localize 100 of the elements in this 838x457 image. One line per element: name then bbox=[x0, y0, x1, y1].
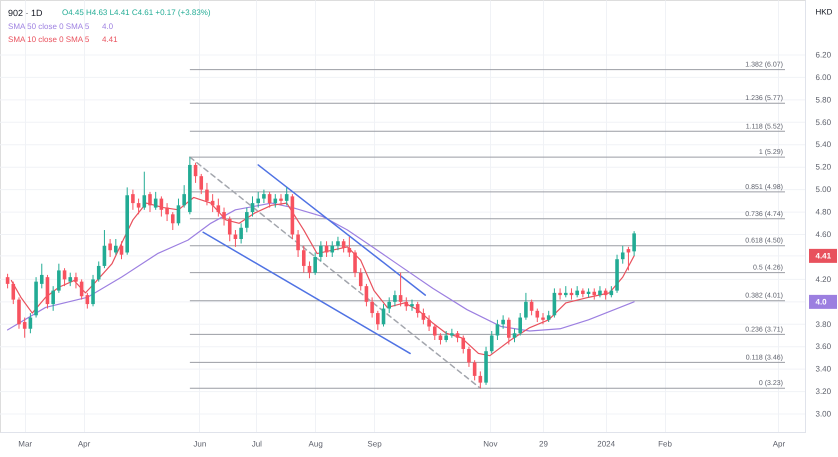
annotation: 4.41 bbox=[102, 35, 118, 44]
candlestick bbox=[182, 184, 186, 208]
y-tick-label: 4.60 bbox=[816, 230, 832, 240]
candlestick bbox=[336, 236, 340, 251]
candlestick bbox=[96, 260, 101, 282]
y-tick-label: 4.20 bbox=[816, 274, 832, 284]
candlestick bbox=[313, 252, 317, 276]
y-tick-label: 3.40 bbox=[816, 364, 832, 374]
candlestick bbox=[205, 182, 209, 206]
candlestick bbox=[228, 216, 232, 242]
x-tick-label: Jul bbox=[252, 440, 262, 448]
candlestick bbox=[501, 314, 505, 330]
candlestick bbox=[632, 230, 636, 256]
candlestick bbox=[524, 292, 528, 320]
candlestick bbox=[120, 240, 124, 260]
candlestick bbox=[496, 319, 500, 340]
candlestick bbox=[404, 296, 408, 312]
candlestick bbox=[324, 240, 328, 258]
candlestick bbox=[478, 370, 482, 389]
candlestick bbox=[62, 268, 66, 287]
candlestick bbox=[210, 194, 214, 213]
annotation: 4.0 bbox=[102, 22, 114, 31]
y-tick-label: 5.60 bbox=[816, 118, 832, 127]
candlestick bbox=[387, 296, 392, 314]
candlestick bbox=[22, 317, 26, 338]
candlestick bbox=[575, 286, 579, 298]
candlestick bbox=[348, 236, 352, 258]
x-tick-label: 2024 bbox=[597, 440, 616, 448]
candlestick bbox=[245, 207, 249, 233]
y-tick-label: 4.80 bbox=[816, 208, 832, 217]
candlestick bbox=[546, 310, 550, 323]
text: 902 · 1D bbox=[8, 8, 44, 18]
y-axis-title: HKD bbox=[816, 8, 833, 16]
candlestick bbox=[74, 272, 78, 289]
candlestick bbox=[239, 222, 243, 244]
candlestick bbox=[364, 283, 368, 307]
x-tick-label: Nov bbox=[483, 440, 498, 448]
text: O4.45 H4.63 L4.41 C4.61 +0.17 (+3.83%) bbox=[62, 8, 211, 17]
candlestick bbox=[216, 198, 220, 218]
candlestick bbox=[604, 288, 608, 300]
y-tick-label: 5.40 bbox=[816, 140, 832, 150]
candlestick bbox=[250, 196, 254, 218]
candlestick bbox=[279, 194, 283, 206]
candlestick bbox=[319, 240, 323, 262]
candlestick bbox=[444, 330, 448, 343]
candlestick bbox=[234, 230, 238, 248]
candlestick bbox=[342, 238, 346, 253]
candlestick bbox=[68, 272, 72, 287]
candlestick bbox=[427, 314, 431, 332]
x-tick-label: Mar bbox=[18, 440, 32, 448]
y-tick-label: 3.80 bbox=[816, 320, 832, 329]
x-tick-label: Apr bbox=[772, 440, 786, 448]
candlestick bbox=[148, 191, 152, 213]
candlestick bbox=[330, 240, 334, 258]
candlestick bbox=[199, 173, 204, 195]
text: SMA 10 close 0 SMA 5 bbox=[8, 35, 90, 44]
candlestick bbox=[610, 286, 614, 298]
candlestick bbox=[530, 299, 534, 316]
candlestick bbox=[422, 308, 426, 325]
candlestick bbox=[552, 288, 556, 318]
candlestick bbox=[114, 238, 118, 256]
candlestick bbox=[620, 245, 625, 264]
x-tick-label: Aug bbox=[308, 440, 323, 448]
candlestick bbox=[102, 230, 106, 269]
candlestick bbox=[592, 288, 596, 300]
candlestick bbox=[472, 360, 476, 381]
x-tick-label: 29 bbox=[539, 440, 548, 448]
x-tick-label: Jun bbox=[193, 440, 206, 448]
candlestick bbox=[40, 263, 44, 289]
candlestick bbox=[194, 162, 198, 184]
candlestick bbox=[256, 191, 260, 208]
candlestick bbox=[570, 288, 574, 300]
candlestick bbox=[410, 299, 414, 312]
text: SMA 50 close 0 SMA 5 bbox=[8, 22, 90, 31]
y-tick-label: 5.00 bbox=[816, 185, 832, 194]
candlestick bbox=[398, 272, 402, 307]
candlestick bbox=[393, 290, 397, 307]
candlestick bbox=[154, 191, 158, 210]
candlestick bbox=[370, 296, 374, 318]
y-tick-label: 3.60 bbox=[816, 342, 832, 352]
candlestick bbox=[131, 189, 135, 210]
y-tick-label: 6.00 bbox=[816, 72, 832, 82]
candlestick bbox=[86, 292, 90, 310]
candlestick bbox=[51, 286, 55, 312]
candlestick bbox=[626, 246, 630, 271]
y-tick-label: 4.41 bbox=[816, 251, 832, 260]
candlestick bbox=[353, 250, 357, 278]
candlestick bbox=[541, 312, 545, 325]
candlestick bbox=[176, 198, 180, 226]
y-tick-label: 6.20 bbox=[816, 50, 832, 60]
candlestick bbox=[28, 312, 32, 334]
candlestick bbox=[518, 312, 522, 336]
candlestick bbox=[262, 189, 266, 204]
candlestick bbox=[416, 301, 420, 318]
x-tick-label: Apr bbox=[78, 440, 91, 448]
candlestick bbox=[507, 317, 511, 345]
x-tick-label: Sep bbox=[367, 440, 382, 448]
candlestick bbox=[461, 335, 466, 354]
candlestick bbox=[358, 268, 363, 292]
line-series bbox=[10, 196, 635, 356]
